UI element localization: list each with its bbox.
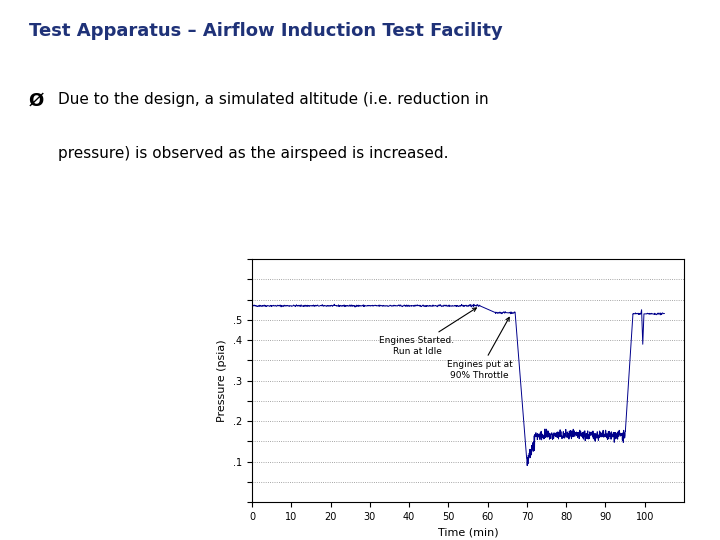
Text: Engines Started.
Run at Idle: Engines Started. Run at Idle xyxy=(379,308,477,355)
Text: Due to the design, a simulated altitude (i.e. reduction in: Due to the design, a simulated altitude … xyxy=(58,92,488,107)
Text: Test Apparatus – Airflow Induction Test Facility: Test Apparatus – Airflow Induction Test … xyxy=(29,22,503,39)
Text: Engines put at
90% Throttle: Engines put at 90% Throttle xyxy=(447,318,513,380)
X-axis label: Time (min): Time (min) xyxy=(438,528,498,537)
Y-axis label: Pressure (psia): Pressure (psia) xyxy=(217,339,228,422)
Text: pressure) is observed as the airspeed is increased.: pressure) is observed as the airspeed is… xyxy=(58,146,448,161)
Text: Ø: Ø xyxy=(29,92,44,110)
